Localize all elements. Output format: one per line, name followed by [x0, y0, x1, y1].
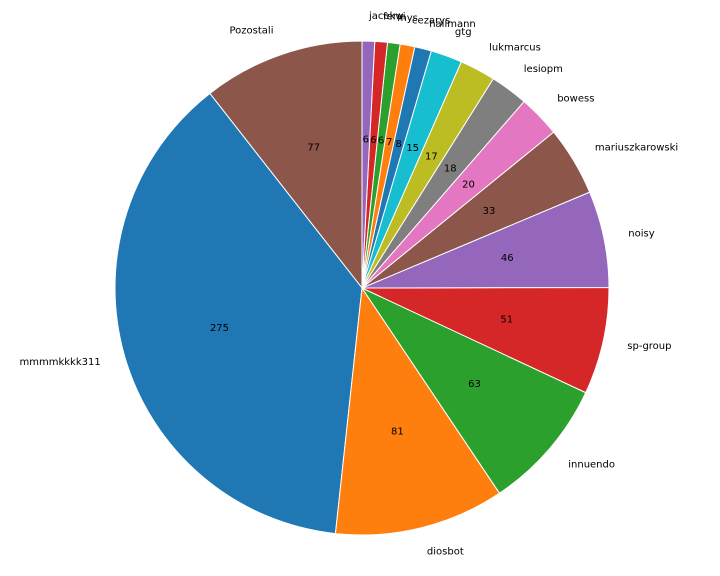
pie-value-label: 63: [468, 379, 481, 390]
pie-value-label: 15: [406, 143, 419, 154]
pie-value-label: 77: [307, 142, 320, 153]
pie-slice-mmmmkkkk311: [114, 92, 363, 535]
pie-category-label: innuendo: [568, 459, 615, 470]
pie-category-label: mys: [397, 13, 418, 24]
pie-value-label: 18: [444, 163, 457, 174]
pie-category-label: mmmmkkkk311: [20, 357, 101, 368]
pie-slice-jacekw: [361, 40, 376, 289]
pie-value-label: 46: [501, 253, 514, 264]
pie-category-label: bowess: [557, 94, 594, 105]
pie-value-label: 275: [210, 323, 229, 334]
pie-value-label: 17: [425, 152, 438, 163]
pie-name-labels: Pozostali mmmmkkkk311 diosbot innuendo sp-gr…: [20, 11, 679, 557]
pie-value-label: 51: [500, 315, 513, 326]
pie-category-label: lukmarcus: [489, 42, 541, 53]
pie-value-label: 81: [391, 426, 404, 437]
pie-category-label: jacekw: [368, 11, 404, 22]
pie-category-label: gtg: [455, 27, 472, 38]
pie-category-label: sp-group: [627, 341, 671, 352]
pie-slices: [114, 40, 610, 536]
pie-value-label: 7: [386, 137, 392, 148]
pie-category-label: diosbot: [427, 546, 464, 557]
pie-value-label: 20: [462, 179, 475, 190]
pie-category-label: hallmann: [429, 19, 476, 30]
pie-slice-diosbot: [334, 287, 500, 536]
pie-slice-sp-group: [361, 286, 610, 394]
pie-value-label: 6: [363, 134, 369, 145]
pie-slice-innuendo: [361, 287, 587, 494]
pie-category-label: fervi: [383, 12, 405, 23]
pie-value-label: 6: [370, 135, 376, 146]
pie-value-label: 8: [395, 139, 401, 150]
pie-slice-pozostali: [209, 40, 363, 289]
pie-category-label: noisy: [628, 228, 654, 239]
pie-category-label: cezarys: [412, 15, 450, 26]
pie-value-label: 33: [483, 206, 496, 217]
pie-category-label: lesiopm: [524, 64, 563, 75]
pie-value-label: 6: [378, 136, 384, 147]
pie-category-label: Pozostali: [230, 26, 274, 37]
pie-category-label: mariuszkarowski: [595, 143, 678, 154]
